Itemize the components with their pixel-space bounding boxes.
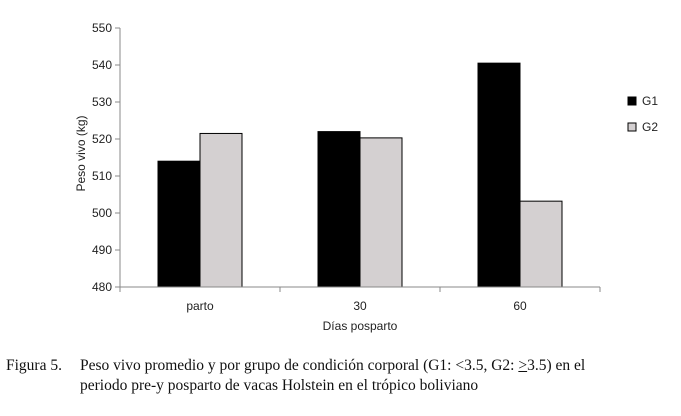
y-tick-label: 530 (92, 95, 112, 109)
y-tick-label: 550 (92, 21, 112, 35)
x-tick-label: parto (186, 299, 214, 313)
legend-swatch-g2 (627, 122, 637, 132)
x-axis-ticks: parto 30 60 (119, 287, 601, 313)
x-tick-label: 30 (353, 299, 367, 313)
caption-line-2: periodo pre-y posparto de vacas Holstein… (80, 377, 479, 394)
bar-g1-30 (317, 131, 361, 288)
y-tick-label: 480 (92, 280, 112, 294)
y-tick-label: 510 (92, 169, 112, 183)
x-tick-label: 60 (513, 299, 527, 313)
bar-g1-parto (157, 160, 201, 288)
bar-g2-30 (359, 137, 403, 288)
bar-g2-parto (199, 132, 243, 288)
y-tick-label: 500 (92, 206, 112, 220)
bar-g2-60 (519, 200, 563, 288)
bar-g1-60 (477, 62, 521, 288)
legend-swatch-g1 (627, 96, 637, 106)
y-axis-title: Peso vivo (kg) (74, 115, 88, 191)
y-tick-label: 520 (92, 132, 112, 146)
caption-label: Figura 5. (6, 357, 62, 374)
caption-text-b: 3.5) en el (527, 357, 586, 374)
bar-chart: 480 490 500 510 520 530 540 550 parto 30 60 Días … (74, 21, 658, 333)
y-tick-label: 540 (92, 58, 112, 72)
figure-caption: Figura 5. Peso vivo promedio y por grupo … (6, 356, 676, 396)
caption-text-underlined: > (518, 357, 528, 374)
x-axis-title: Días posparto (323, 319, 398, 333)
bars (157, 62, 563, 288)
y-axis-ticks: 480 490 500 510 520 530 540 550 (92, 21, 120, 294)
legend: G1 G2 (627, 94, 658, 134)
y-tick-label: 490 (92, 243, 112, 257)
legend-label-g2: G2 (642, 120, 658, 134)
legend-label-g1: G1 (642, 94, 658, 108)
caption-text-a: Peso vivo promedio y por grupo de condic… (80, 357, 519, 374)
